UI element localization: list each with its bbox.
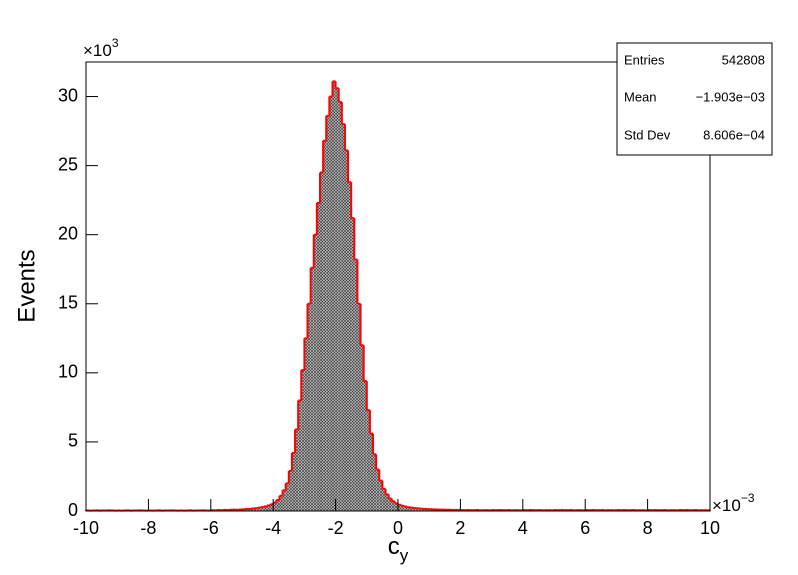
bar <box>363 381 367 511</box>
bar <box>291 452 296 511</box>
bar <box>323 140 327 512</box>
x-tick-label: 10 <box>700 518 720 538</box>
bar <box>338 102 342 512</box>
x-axis-label-base: c <box>388 533 400 560</box>
bar <box>257 507 261 511</box>
bar <box>248 508 252 511</box>
bar <box>354 259 358 511</box>
bar <box>419 508 423 511</box>
bar <box>329 96 333 512</box>
stats-value: −1.903e−03 <box>696 89 765 104</box>
bar <box>332 81 336 511</box>
y-axis-label: Events <box>13 249 40 322</box>
bar <box>376 469 380 511</box>
x-tick-label: 4 <box>518 518 528 538</box>
bar <box>251 508 255 511</box>
bar <box>388 498 392 511</box>
bar <box>341 124 345 512</box>
stats-value: 8.606e−04 <box>703 127 765 142</box>
bar <box>304 338 308 511</box>
bar <box>404 506 408 511</box>
bar <box>348 182 352 511</box>
x-tick-label: -4 <box>265 518 281 538</box>
x-tick-label: -6 <box>203 518 219 538</box>
bar <box>254 508 258 511</box>
bar <box>407 507 411 511</box>
bar <box>279 495 283 511</box>
x-tick-label: -2 <box>328 518 344 538</box>
bar <box>273 502 277 511</box>
x-tick-label: 8 <box>643 518 653 538</box>
y-tick-label: 0 <box>68 500 78 520</box>
stats-label: Mean <box>624 89 657 104</box>
bar <box>373 454 377 511</box>
stats-frame <box>616 42 773 156</box>
y-multiplier-base: ×10 <box>83 41 112 60</box>
bar <box>326 115 330 511</box>
bar <box>276 499 280 511</box>
bar <box>266 505 271 511</box>
x-tick-label: -10 <box>73 518 99 538</box>
y-multiplier-exp: 3 <box>112 36 119 50</box>
bar <box>398 504 402 511</box>
bar <box>366 410 370 511</box>
bar <box>307 303 311 511</box>
x-tick-label: 0 <box>393 518 403 538</box>
bar <box>410 507 414 511</box>
y-tick-label: 15 <box>58 293 78 313</box>
bar <box>379 480 383 511</box>
x-axis-label: cy <box>388 533 409 565</box>
y-multiplier: ×103 <box>83 36 119 60</box>
bar <box>301 370 305 511</box>
bar <box>288 470 292 511</box>
x-tick-label: 2 <box>455 518 465 538</box>
bar <box>260 507 264 511</box>
bar <box>298 400 302 511</box>
bar <box>369 433 374 511</box>
bar <box>295 429 299 511</box>
x-multiplier: ×10−3 <box>712 491 755 515</box>
bar <box>394 503 398 511</box>
bar <box>351 218 355 512</box>
bar <box>285 483 289 511</box>
y-tick-label: 20 <box>58 223 78 243</box>
stats-box: Entries 542808 Mean −1.903e−03 Std Dev 8… <box>616 42 773 156</box>
y-tick-label: 25 <box>58 154 78 174</box>
x-tick-label: -8 <box>140 518 156 538</box>
bar <box>382 488 386 511</box>
bar <box>310 267 314 511</box>
bar <box>385 494 389 511</box>
bar <box>263 506 267 511</box>
bar <box>313 234 317 511</box>
x-multiplier-exp: −3 <box>741 491 755 505</box>
x-axis-label-sub: y <box>400 546 409 565</box>
bar <box>422 508 427 511</box>
y-tick-label: 5 <box>68 431 78 451</box>
x-multiplier-base: ×10 <box>712 496 741 515</box>
stats-value: 542808 <box>722 52 765 67</box>
bar <box>357 303 361 511</box>
x-tick-label: 6 <box>580 518 590 538</box>
bar <box>320 172 324 511</box>
y-tick-label: 10 <box>58 362 78 382</box>
stats-label: Entries <box>624 52 665 67</box>
bar <box>391 501 395 511</box>
y-tick-label: 30 <box>58 85 78 105</box>
bar <box>360 345 364 511</box>
bar <box>282 490 286 511</box>
frame <box>85 61 711 512</box>
plot-area <box>85 80 711 512</box>
stats-label: Std Dev <box>624 127 671 142</box>
bar <box>335 88 339 511</box>
bar <box>416 508 420 511</box>
bar <box>270 504 274 511</box>
bar <box>316 202 320 511</box>
bar <box>413 508 417 511</box>
bar <box>401 505 405 511</box>
bar <box>344 150 349 511</box>
